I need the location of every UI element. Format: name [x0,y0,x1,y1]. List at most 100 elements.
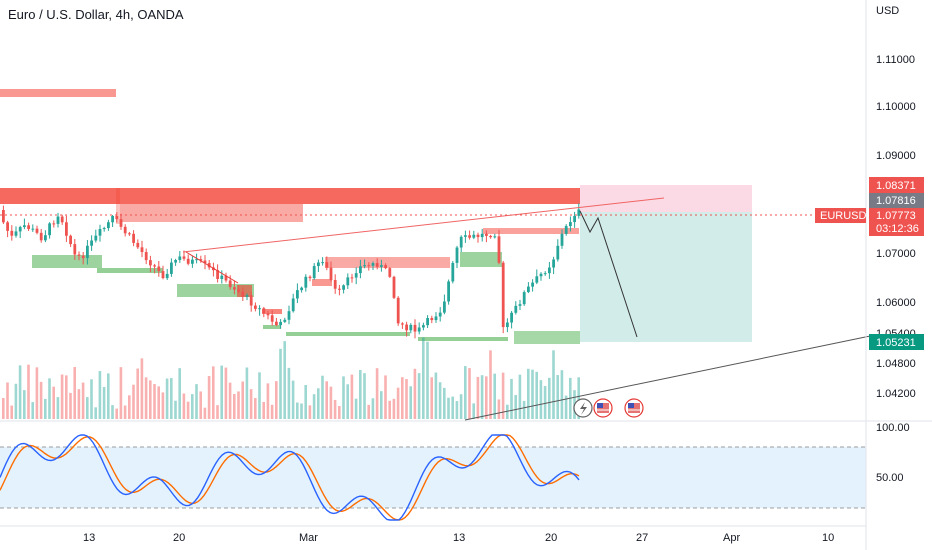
candle-body [346,277,350,286]
price-tick: 1.04800 [876,358,916,370]
candle-body [426,318,429,326]
zone-box [0,188,580,204]
us-flag-icon[interactable] [593,398,613,418]
candle-body [262,308,266,314]
candle-body [363,265,366,267]
volume-bar [111,405,114,419]
candle-body [476,234,480,238]
volume-bar [522,400,526,419]
volume-bar [203,407,207,419]
resistance-trendline[interactable] [182,197,665,253]
reward-zone[interactable] [580,212,752,342]
volume-bar [317,388,320,419]
candle-body [254,305,257,309]
volume-bar [149,380,152,419]
volume-bar [283,341,286,419]
candle-body [6,222,9,231]
volume-bar [245,367,249,419]
zone-box [237,285,252,297]
candle-body [455,247,459,263]
volume-bar [548,377,551,419]
price-tick: 1.04200 [876,388,916,400]
candle-body [577,209,581,216]
zone-box [97,268,163,273]
symbol-title[interactable]: Euro / U.S. Dollar, 4h, OANDA [8,7,184,22]
volume-bar [216,405,219,419]
candle-body [480,233,484,238]
risk-zone[interactable] [580,185,752,212]
candle-body [497,236,501,263]
candle-body [258,308,261,310]
candle-body [44,235,47,241]
candle-body [279,321,282,326]
volume-bar [287,367,291,419]
volume-bar [531,369,534,419]
volume-bar [2,398,5,419]
zone-box [325,257,450,268]
volume-bar [157,386,160,419]
volume-bar [371,398,375,419]
candle-body [119,219,123,227]
price-tick: 1.07000 [876,248,916,260]
volume-bar [56,397,60,419]
projection-path[interactable] [579,210,638,338]
volume-bar [501,372,505,419]
candle-body [39,232,43,241]
candle-body [249,295,253,306]
candle-body [111,215,114,223]
volume-bar [342,376,345,419]
us-flag-icon[interactable] [624,398,644,418]
candle-body [493,236,497,238]
volume-bar [354,398,358,419]
candle-body [367,265,371,267]
candle-body [10,230,14,236]
countdown-label: 03:12:36 [876,223,919,235]
volume-bar [123,405,127,419]
volume-bar [107,373,110,419]
lightning-icon[interactable] [573,398,593,418]
candle-body [417,327,421,332]
candle-body [300,287,303,291]
oscillator-tick: 100.00 [876,422,910,434]
candle-body [107,222,110,229]
candle-body [153,265,156,267]
candle-body [350,277,354,279]
candle-body [401,323,404,325]
candle-body [359,266,362,274]
candle-body [31,228,35,230]
candle-body [548,267,551,274]
candle-body [447,281,450,302]
volume-bar [346,384,349,419]
price-axis-currency: USD [876,5,899,17]
candle-body [48,223,51,236]
volume-bar [170,378,173,419]
candle-body [60,216,64,223]
current-price-tag [869,208,924,236]
candle-body [233,287,236,290]
candle-body [102,228,106,230]
candle-body [161,271,165,279]
short-trendline[interactable] [185,251,239,284]
volume-bar [6,382,9,419]
candle-body [86,245,89,259]
support-trendline[interactable] [464,334,876,421]
candle-body [573,215,576,223]
volume-bar [485,376,488,419]
candle-body [392,276,396,298]
time-label: 27 [636,532,648,544]
volume-bar [560,370,564,419]
candle-body [65,222,68,236]
candle-body [132,233,135,243]
volume-bar [455,401,459,419]
volume-bar [472,403,475,419]
candle-body [69,235,72,245]
volume-bar [258,372,261,419]
candle-body [296,290,299,299]
candle-body [569,222,572,227]
candle-body [23,225,26,228]
zone-box [514,331,580,344]
candle-body [52,223,56,225]
candle-body [384,265,387,269]
